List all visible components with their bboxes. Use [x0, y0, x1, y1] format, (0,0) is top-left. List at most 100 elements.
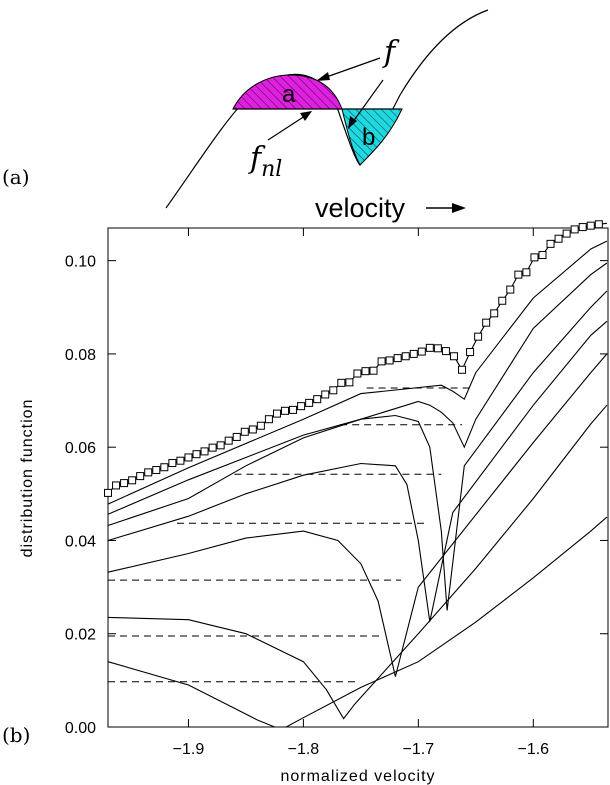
marker-point [578, 223, 587, 232]
marker-point [289, 405, 298, 414]
marker-series-line [107, 222, 607, 494]
marker-point [345, 378, 354, 387]
marker-point [594, 220, 603, 229]
marker-point [466, 348, 475, 357]
fnl-arrow [267, 113, 309, 141]
marker-point [458, 365, 467, 374]
f-arrow-head-2 [348, 116, 357, 129]
marker-point [329, 386, 338, 395]
f-label: f [382, 35, 400, 70]
marker-point [554, 234, 563, 243]
marker-point [256, 421, 265, 430]
marker-point [369, 366, 378, 375]
marker-point [168, 459, 177, 468]
series-line-6 [107, 516, 608, 728]
marker-point [409, 349, 418, 358]
marker-point [184, 453, 193, 462]
series-line-1 [107, 262, 608, 515]
series-line-2 [107, 290, 608, 611]
marker-point [200, 447, 209, 456]
marker-point [498, 296, 507, 305]
marker-point [112, 481, 121, 490]
velocity-label: velocity [315, 193, 406, 223]
x-axis-label: normalized velocity [280, 768, 435, 785]
x-tick-label: −1.9 [173, 741, 205, 758]
marker-point [449, 352, 458, 361]
y-tick-label: 0.06 [65, 440, 96, 457]
series-line-4 [107, 353, 608, 677]
marker-point [538, 251, 547, 260]
marker-point [546, 239, 555, 248]
y-axis-label: distribution function [19, 399, 36, 558]
x-tick-label: −1.6 [517, 741, 549, 758]
marker-point [192, 450, 201, 459]
marker-point [232, 432, 241, 441]
marker-point [144, 468, 153, 477]
marker-series [104, 220, 607, 497]
marker-point [385, 356, 394, 365]
marker-point [176, 456, 185, 465]
marker-point [240, 427, 249, 436]
marker-point [401, 352, 410, 361]
curve-f [165, 9, 489, 209]
marker-point [377, 357, 386, 366]
f-arrow-head-1 [316, 72, 330, 81]
marker-point [281, 406, 290, 415]
y-tick-label: 0.10 [65, 254, 96, 271]
x-tick-label: −1.7 [403, 741, 435, 758]
marker-point [305, 398, 314, 407]
panel-a: a b f fnl (a) velocity [2, 9, 489, 223]
marker-point [128, 476, 137, 485]
marker-point [353, 369, 362, 378]
marker-point [586, 221, 595, 230]
marker-point [393, 354, 402, 363]
marker-point [160, 463, 169, 472]
marker-point [482, 318, 491, 327]
marker-point [506, 285, 515, 294]
marker-point [433, 344, 442, 353]
marker-point [272, 409, 281, 418]
marker-point [361, 367, 370, 376]
y-tick-label: 0.02 [65, 627, 96, 644]
x-tick-label: −1.8 [288, 741, 320, 758]
marker-point [570, 225, 579, 234]
y-tick-label: 0.08 [65, 347, 96, 364]
f-arrow-to-b [349, 79, 384, 127]
series-line-5 [107, 404, 608, 720]
series-line-0 [107, 240, 608, 505]
marker-point [474, 332, 483, 341]
marker-point [425, 343, 434, 352]
marker-point [522, 268, 531, 277]
panel-a-label: (a) [2, 165, 30, 189]
marker-point [104, 488, 112, 497]
plateau-lines [108, 387, 471, 683]
marker-point [297, 402, 306, 411]
marker-point [441, 347, 450, 356]
region-b-label: b [362, 124, 375, 151]
marker-point [313, 395, 322, 404]
marker-point [136, 472, 145, 481]
marker-point [514, 270, 523, 279]
series-line-3 [107, 320, 608, 622]
marker-point [216, 441, 225, 450]
marker-point [530, 253, 539, 262]
fnl-arrow-head [300, 111, 312, 121]
fnl-label: fnl [248, 141, 282, 182]
marker-point [337, 378, 346, 387]
chart-b: −1.9 −1.8 −1.7 −1.6 0.00 0.02 0.04 0.06 0.08 0.10… [2, 220, 609, 785]
fnl-sub: nl [261, 157, 282, 182]
velocity-arrow-head [452, 203, 466, 213]
y-tick-label: 0.00 [65, 720, 96, 737]
marker-point [417, 347, 426, 356]
region-a-label: a [282, 81, 296, 108]
plot-frame [107, 227, 609, 728]
marker-point [120, 479, 129, 488]
marker-point [264, 415, 273, 424]
marker-point [562, 229, 571, 238]
y-tick-label: 0.04 [65, 533, 96, 550]
series-lines [107, 240, 608, 728]
marker-point [490, 309, 499, 318]
marker-point [321, 390, 330, 399]
marker-point [224, 436, 233, 445]
